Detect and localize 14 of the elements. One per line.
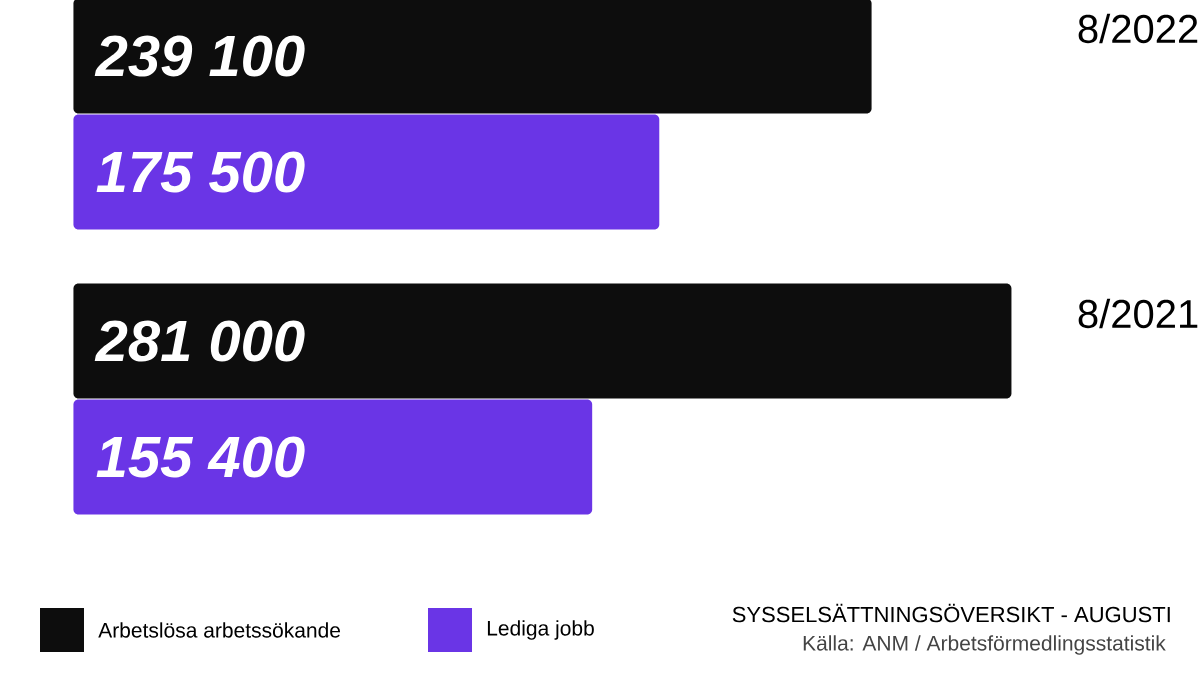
y-tick-label: 8/2021 (1078, 298, 1198, 329)
data-label: 155 400 (96, 436, 305, 478)
legend-label: Arbetslösa arbetssökande (98, 622, 341, 638)
bar (73, 399, 593, 515)
y-tick-label: 8/2022 (1078, 13, 1198, 44)
data-label: 281 000 (94, 320, 305, 362)
text: Källa: ANM / Arbetsförmedlingsstatistik (803, 635, 1166, 655)
text: SYSSELSÄTTNINGSÖVERSIKT - AUGUSTI (732, 603, 1170, 623)
data-label: 175 500 (96, 151, 305, 193)
legend-label: Lediga jobb (487, 620, 594, 640)
bar (73, 283, 1012, 399)
data-label: 239 100 (94, 35, 305, 77)
bar (73, 0, 872, 114)
bar (73, 114, 660, 230)
